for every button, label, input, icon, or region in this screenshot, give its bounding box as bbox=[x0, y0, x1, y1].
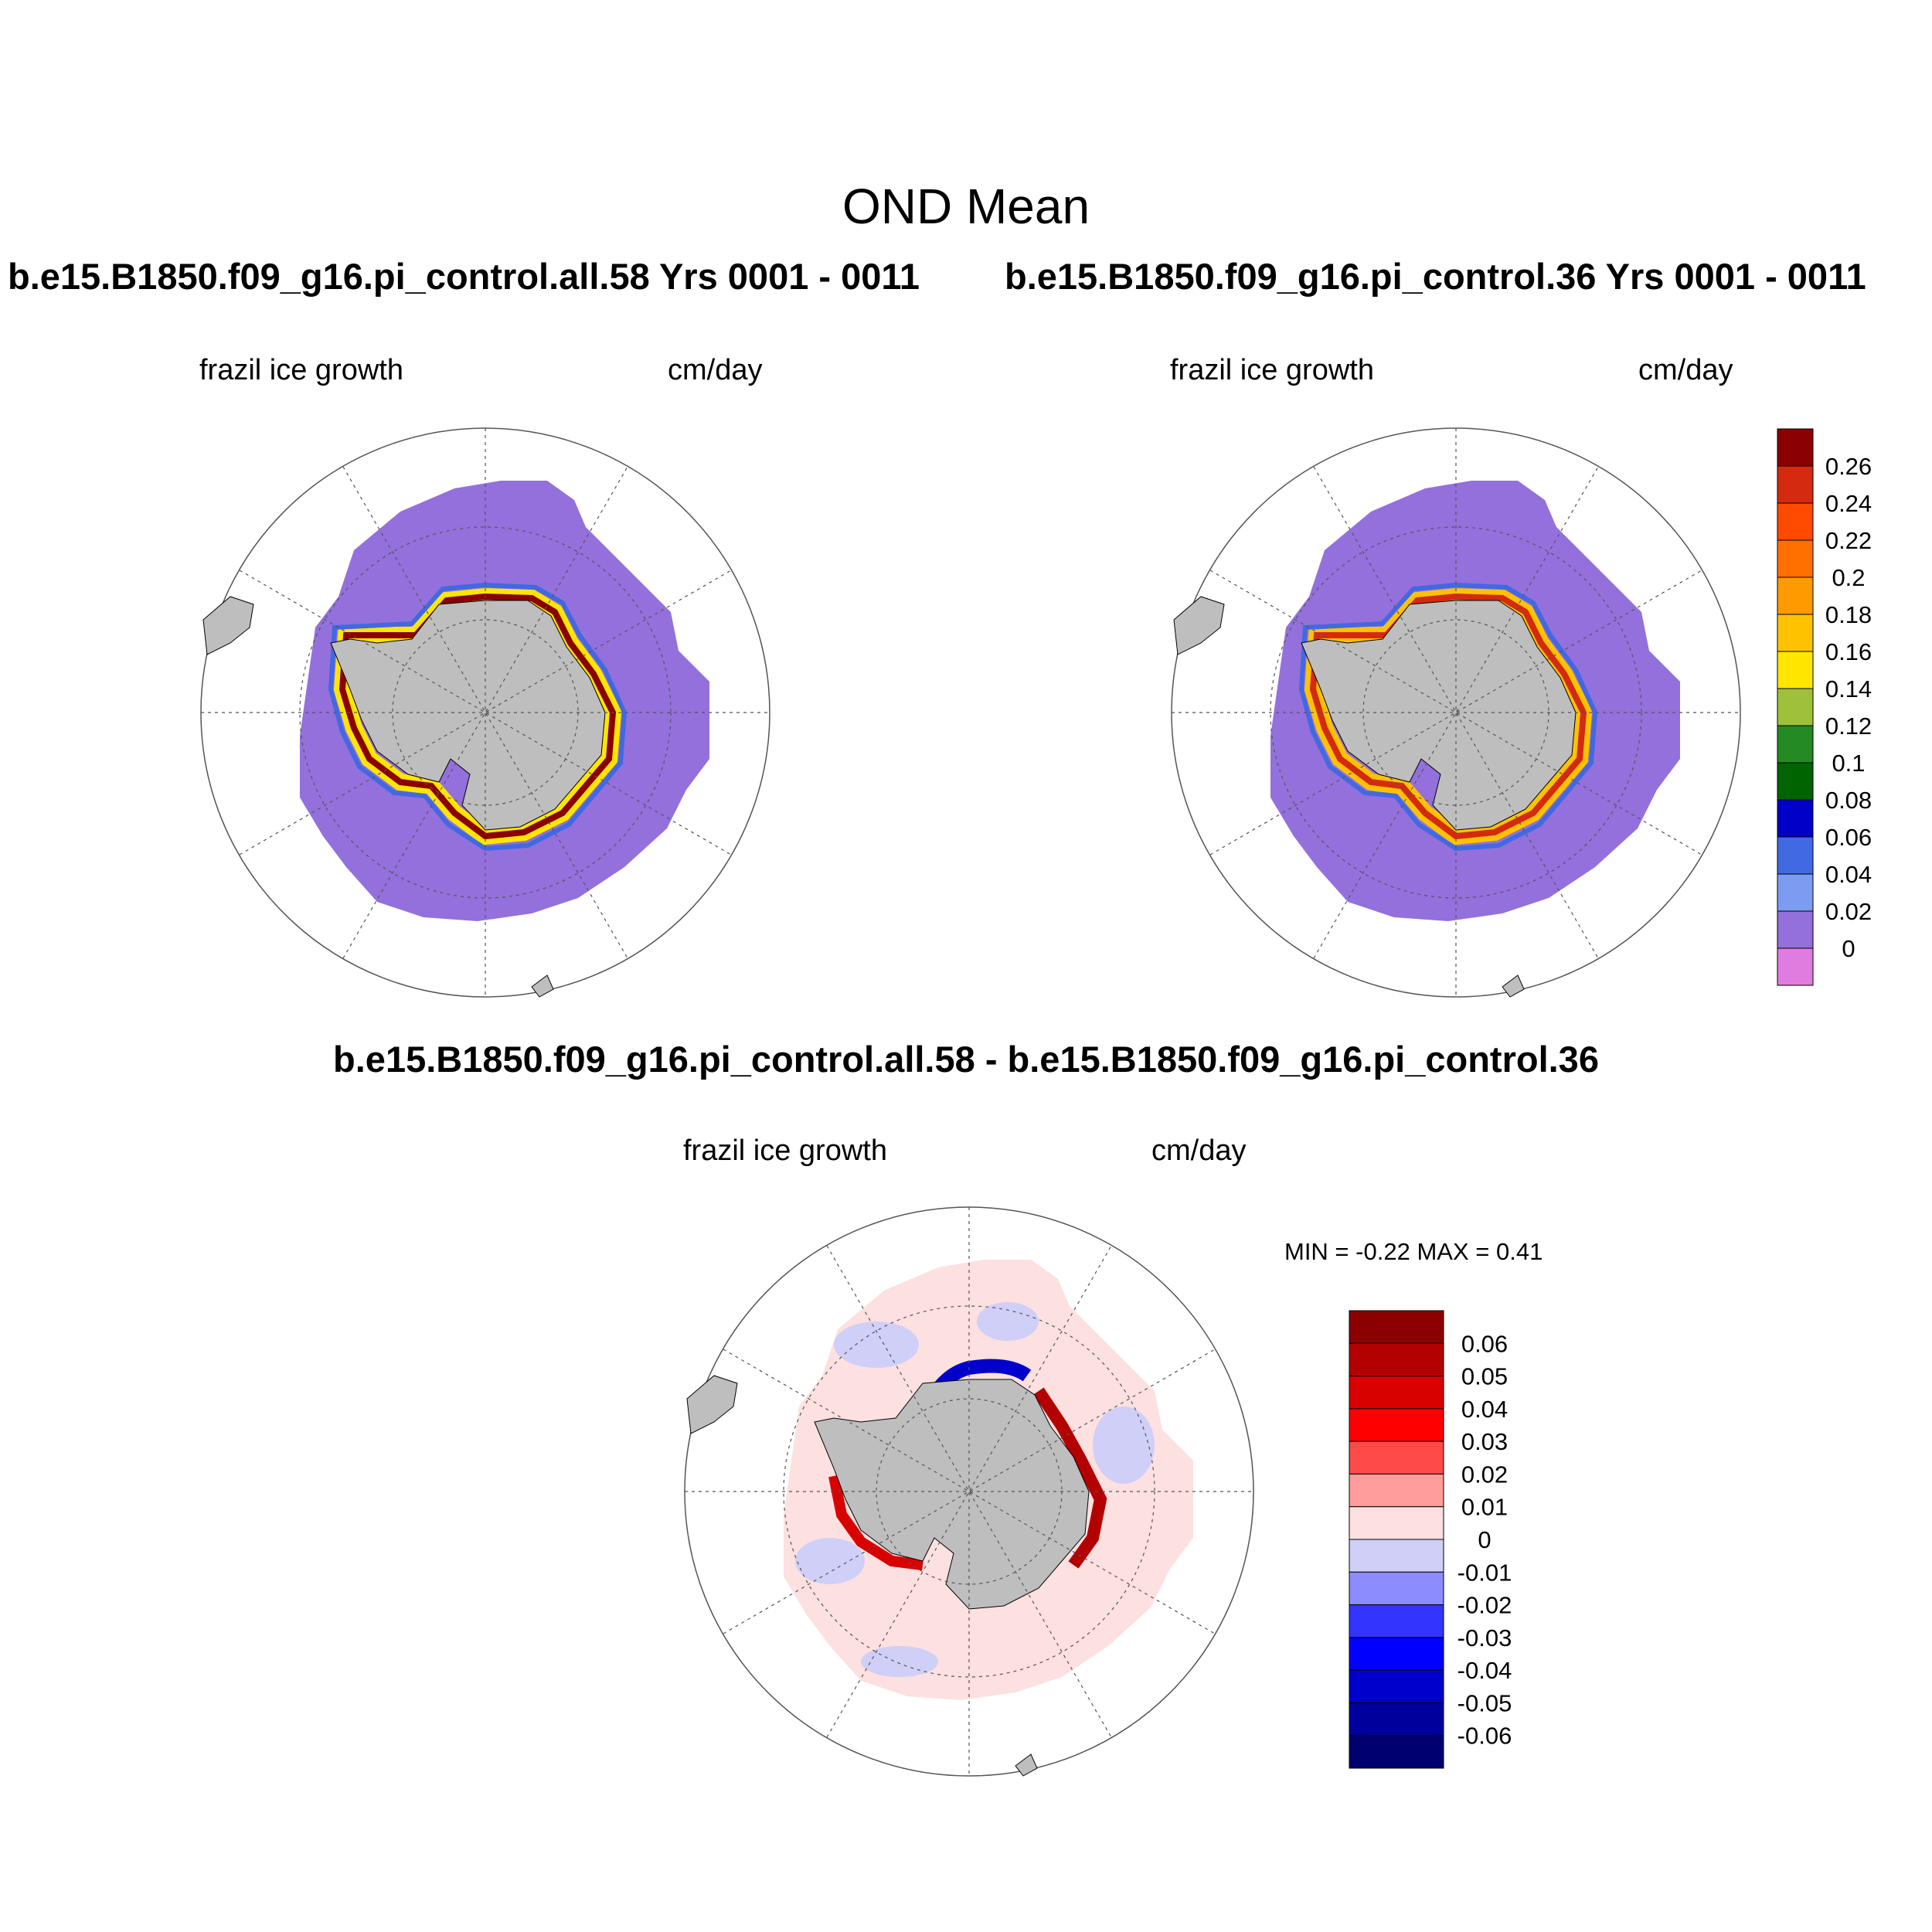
main-colorbar-swatch-6 bbox=[1777, 651, 1814, 689]
diff-colorbar-swatch-8 bbox=[1349, 1571, 1444, 1606]
south-america-land bbox=[686, 1375, 738, 1434]
main-colorbar-tick-label: 0 bbox=[1842, 935, 1855, 962]
antarctica-land bbox=[814, 1379, 1090, 1610]
diff-colorbar-tick-label: -0.06 bbox=[1458, 1723, 1512, 1750]
main-colorbar-tick-label: 0.16 bbox=[1825, 638, 1872, 665]
max-value: 0.41 bbox=[1496, 1238, 1543, 1265]
antarctica-land bbox=[330, 600, 606, 831]
main-colorbar-tick-label: 0.06 bbox=[1825, 824, 1872, 851]
left-units-label: cm/day bbox=[668, 354, 763, 386]
coastal-ring-inner bbox=[338, 593, 617, 840]
left-variable-label: frazil ice growth bbox=[199, 354, 403, 386]
diff-colorbar-tick-label: 0.05 bbox=[1461, 1363, 1508, 1390]
main-colorbar-swatch-10 bbox=[1777, 799, 1814, 838]
max-label: MAX = bbox=[1417, 1238, 1490, 1265]
diff-colorbar-swatch-13 bbox=[1349, 1735, 1444, 1769]
main-colorbar-swatch-14 bbox=[1777, 947, 1814, 986]
main-colorbar-tick-label: 0.02 bbox=[1825, 898, 1872, 925]
difference-colorbar: 0.06 0.05 0.04 0.03 0.02 0.01 0 -0.01 -0.02 -0.03… bbox=[1349, 1310, 1512, 1769]
south-america-land bbox=[202, 596, 254, 655]
main-colorbar-swatch-0 bbox=[1777, 428, 1814, 467]
right-case-title: b.e15.B1850.f09_g16.pi_control.36 Yrs 00… bbox=[1005, 256, 1866, 297]
diff-colorbar-swatch-11 bbox=[1349, 1669, 1444, 1703]
main-colorbar-tick-label: 0.08 bbox=[1825, 787, 1872, 814]
main-colorbar-swatch-1 bbox=[1777, 465, 1814, 504]
main-colorbar-tick-label: 0.2 bbox=[1832, 564, 1865, 591]
diff-colorbar-tick-label: 0.02 bbox=[1461, 1461, 1508, 1488]
left-polar-map bbox=[200, 427, 770, 998]
main-colorbar-tick-label: 0.04 bbox=[1825, 861, 1872, 888]
main-colorbar-tick-label: 0.24 bbox=[1825, 490, 1872, 517]
diff-min-max: MIN = -0.22 MAX = 0.41 bbox=[1284, 1238, 1543, 1266]
diff-colorbar-tick-label: 0 bbox=[1478, 1526, 1491, 1553]
difference-polar-map bbox=[684, 1206, 1254, 1777]
right-variable-label: frazil ice growth bbox=[1170, 354, 1374, 386]
new-zealand-land bbox=[531, 975, 554, 998]
diff-colorbar-swatch-4 bbox=[1349, 1440, 1444, 1475]
positive-band-west bbox=[828, 1475, 923, 1570]
positive-band bbox=[1033, 1387, 1107, 1569]
south-america-land bbox=[1173, 596, 1225, 655]
diff-colorbar-tick-label: -0.02 bbox=[1458, 1592, 1512, 1619]
main-colorbar-swatch-4 bbox=[1777, 577, 1814, 615]
main-colorbar-swatch-11 bbox=[1777, 836, 1814, 875]
min-label: MIN = bbox=[1284, 1238, 1349, 1265]
figure-title: OND Mean bbox=[842, 179, 1090, 234]
left-case-title: b.e15.B1850.f09_g16.pi_control.all.58 Yr… bbox=[8, 256, 920, 297]
diff-colorbar-swatch-7 bbox=[1349, 1539, 1444, 1573]
antarctica-land bbox=[1301, 600, 1577, 831]
main-colorbar-swatch-13 bbox=[1777, 910, 1814, 949]
main-colorbar-swatch-5 bbox=[1777, 614, 1814, 652]
diff-colorbar-swatch-6 bbox=[1349, 1506, 1444, 1540]
diff-colorbar-swatch-5 bbox=[1349, 1473, 1444, 1508]
main-colorbar-swatch-8 bbox=[1777, 725, 1814, 764]
new-zealand-land bbox=[1502, 975, 1525, 998]
diff-colorbar-swatch-9 bbox=[1349, 1604, 1444, 1638]
diff-colorbar-tick-label: 0.03 bbox=[1461, 1428, 1508, 1455]
diff-colorbar-tick-label: 0.06 bbox=[1461, 1330, 1508, 1357]
main-colorbar-tick-label: 0.22 bbox=[1825, 527, 1872, 554]
right-polar-map bbox=[1171, 427, 1741, 998]
main-colorbar-tick-label: 0.18 bbox=[1825, 601, 1872, 628]
diff-colorbar-tick-label: -0.04 bbox=[1458, 1657, 1512, 1684]
diff-colorbar-tick-label: -0.05 bbox=[1458, 1689, 1512, 1716]
min-value: -0.22 bbox=[1355, 1238, 1410, 1265]
main-colorbar-tick-label: 0.14 bbox=[1825, 675, 1872, 702]
main-colorbar-swatch-2 bbox=[1777, 502, 1814, 541]
diff-colorbar-swatch-12 bbox=[1349, 1702, 1444, 1736]
main-colorbar-tick-label: 0.12 bbox=[1825, 713, 1872, 740]
main-colorbar-swatch-12 bbox=[1777, 873, 1814, 912]
right-units-label: cm/day bbox=[1638, 354, 1733, 386]
diff-colorbar-tick-label: -0.03 bbox=[1458, 1624, 1512, 1651]
diff-colorbar-swatch-10 bbox=[1349, 1637, 1444, 1671]
diff-colorbar-tick-label: -0.01 bbox=[1458, 1559, 1512, 1586]
main-colorbar-tick-label: 0.1 bbox=[1832, 750, 1865, 777]
diff-colorbar-swatch-3 bbox=[1349, 1408, 1444, 1442]
diff-units-label: cm/day bbox=[1151, 1134, 1247, 1167]
main-colorbar-tick-label: 0.26 bbox=[1825, 453, 1872, 480]
new-zealand-land bbox=[1015, 1753, 1038, 1777]
diff-colorbar-tick-label: 0.04 bbox=[1461, 1396, 1508, 1423]
diff-colorbar-swatch-1 bbox=[1349, 1342, 1444, 1377]
diff-colorbar-swatch-2 bbox=[1349, 1376, 1444, 1410]
diff-colorbar-tick-label: 0.01 bbox=[1461, 1494, 1508, 1521]
main-colorbar: 0.26 0.24 0.22 0.2 0.18 0.16 0.14 0.12 0.1 0.08 0.… bbox=[1777, 428, 1872, 986]
main-colorbar-swatch-9 bbox=[1777, 762, 1814, 801]
main-colorbar-swatch-3 bbox=[1777, 539, 1814, 578]
difference-title: b.e15.B1850.f09_g16.pi_control.all.58 - … bbox=[333, 1039, 1599, 1080]
main-colorbar-swatch-7 bbox=[1777, 688, 1814, 726]
diff-variable-label: frazil ice growth bbox=[683, 1134, 887, 1167]
diff-colorbar-swatch-0 bbox=[1349, 1310, 1444, 1344]
coastal-ring-outer bbox=[328, 582, 628, 852]
